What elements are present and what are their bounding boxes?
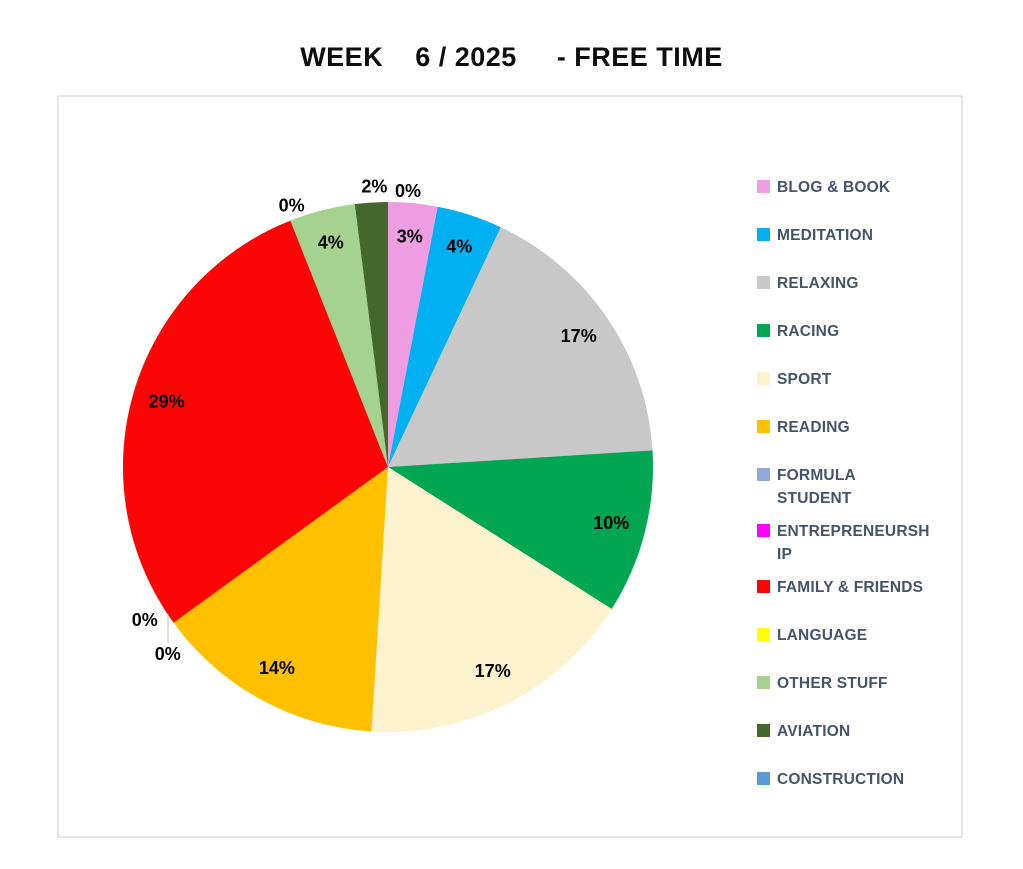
pie-slice xyxy=(122,220,388,623)
pie-slice-label: 10% xyxy=(593,513,629,533)
pie-slice-label: 17% xyxy=(475,661,511,681)
pie-slice xyxy=(388,227,653,467)
legend-swatch-icon xyxy=(757,180,770,193)
pie-slice-label: 0% xyxy=(279,196,305,216)
legend-item: AVIATION xyxy=(757,720,963,743)
legend-item: FORMULA STUDENT xyxy=(757,464,963,510)
legend-item: RELAXING xyxy=(757,272,963,295)
legend-item: READING xyxy=(757,416,963,439)
legend-label: LANGUAGE xyxy=(777,627,868,644)
pie-slice-label: 0% xyxy=(155,644,181,664)
legend-swatch-icon xyxy=(757,468,770,481)
legend-label: RELAXING xyxy=(777,275,859,292)
legend-item: BLOG & BOOK xyxy=(757,176,963,199)
legend-label: AVIATION xyxy=(777,723,851,740)
chart-legend: BLOG & BOOK MEDITATION RELAXING RACING SPORT… xyxy=(757,176,963,816)
pie-slice-label: 0% xyxy=(132,610,158,630)
legend-label: MEDITATION xyxy=(777,227,874,244)
legend-label: RACING xyxy=(777,323,840,340)
legend-swatch-icon xyxy=(757,676,770,689)
legend-item: CONSTRUCTION xyxy=(757,768,963,791)
legend-swatch-icon xyxy=(757,628,770,641)
legend-item: FAMILY & FRIENDS xyxy=(757,576,963,599)
legend-swatch-icon xyxy=(757,724,770,737)
legend-label: READING xyxy=(777,419,850,436)
legend-swatch-icon xyxy=(757,772,770,785)
legend-swatch-icon xyxy=(757,372,770,385)
pie-slice-label: 4% xyxy=(318,232,344,252)
pie-slice-label: 14% xyxy=(259,658,295,678)
pie-slice xyxy=(173,467,388,732)
legend-label: ENTREPRENEURSH IP xyxy=(777,523,930,563)
pie-slice-label: 3% xyxy=(397,226,423,246)
pie-slice-label: 4% xyxy=(446,236,472,256)
chart-title: WEEK 6 / 2025 - FREE TIME xyxy=(300,42,723,72)
legend-label: CONSTRUCTION xyxy=(777,771,905,788)
legend-swatch-icon xyxy=(757,524,770,537)
pie-slice xyxy=(371,467,612,733)
pie-slice xyxy=(354,202,388,467)
legend-swatch-icon xyxy=(757,228,770,241)
pie-slice-label: 29% xyxy=(149,391,185,411)
legend-label: OTHER STUFF xyxy=(777,675,888,692)
legend-item: ENTREPRENEURSH IP xyxy=(757,520,963,566)
pie-slice-label: 0% xyxy=(395,181,421,201)
legend-item: RACING xyxy=(757,320,963,343)
pie-slice xyxy=(388,206,501,467)
pie-slice-label: 17% xyxy=(561,326,597,346)
legend-swatch-icon xyxy=(757,276,770,289)
legend-label: SPORT xyxy=(777,371,832,388)
pie-slice xyxy=(388,450,654,609)
pie-slice-label: 2% xyxy=(361,176,387,196)
legend-item: SPORT xyxy=(757,368,963,391)
legend-swatch-icon xyxy=(757,580,770,593)
legend-item: LANGUAGE xyxy=(757,624,963,647)
legend-item: OTHER STUFF xyxy=(757,672,963,695)
legend-item: MEDITATION xyxy=(757,224,963,247)
legend-label: BLOG & BOOK xyxy=(777,179,891,196)
legend-swatch-icon xyxy=(757,420,770,433)
legend-swatch-icon xyxy=(757,324,770,337)
legend-label: FORMULA STUDENT xyxy=(777,467,856,507)
legend-label: FAMILY & FRIENDS xyxy=(777,579,924,596)
pie-slice xyxy=(290,204,388,467)
pie-slice xyxy=(388,201,438,467)
